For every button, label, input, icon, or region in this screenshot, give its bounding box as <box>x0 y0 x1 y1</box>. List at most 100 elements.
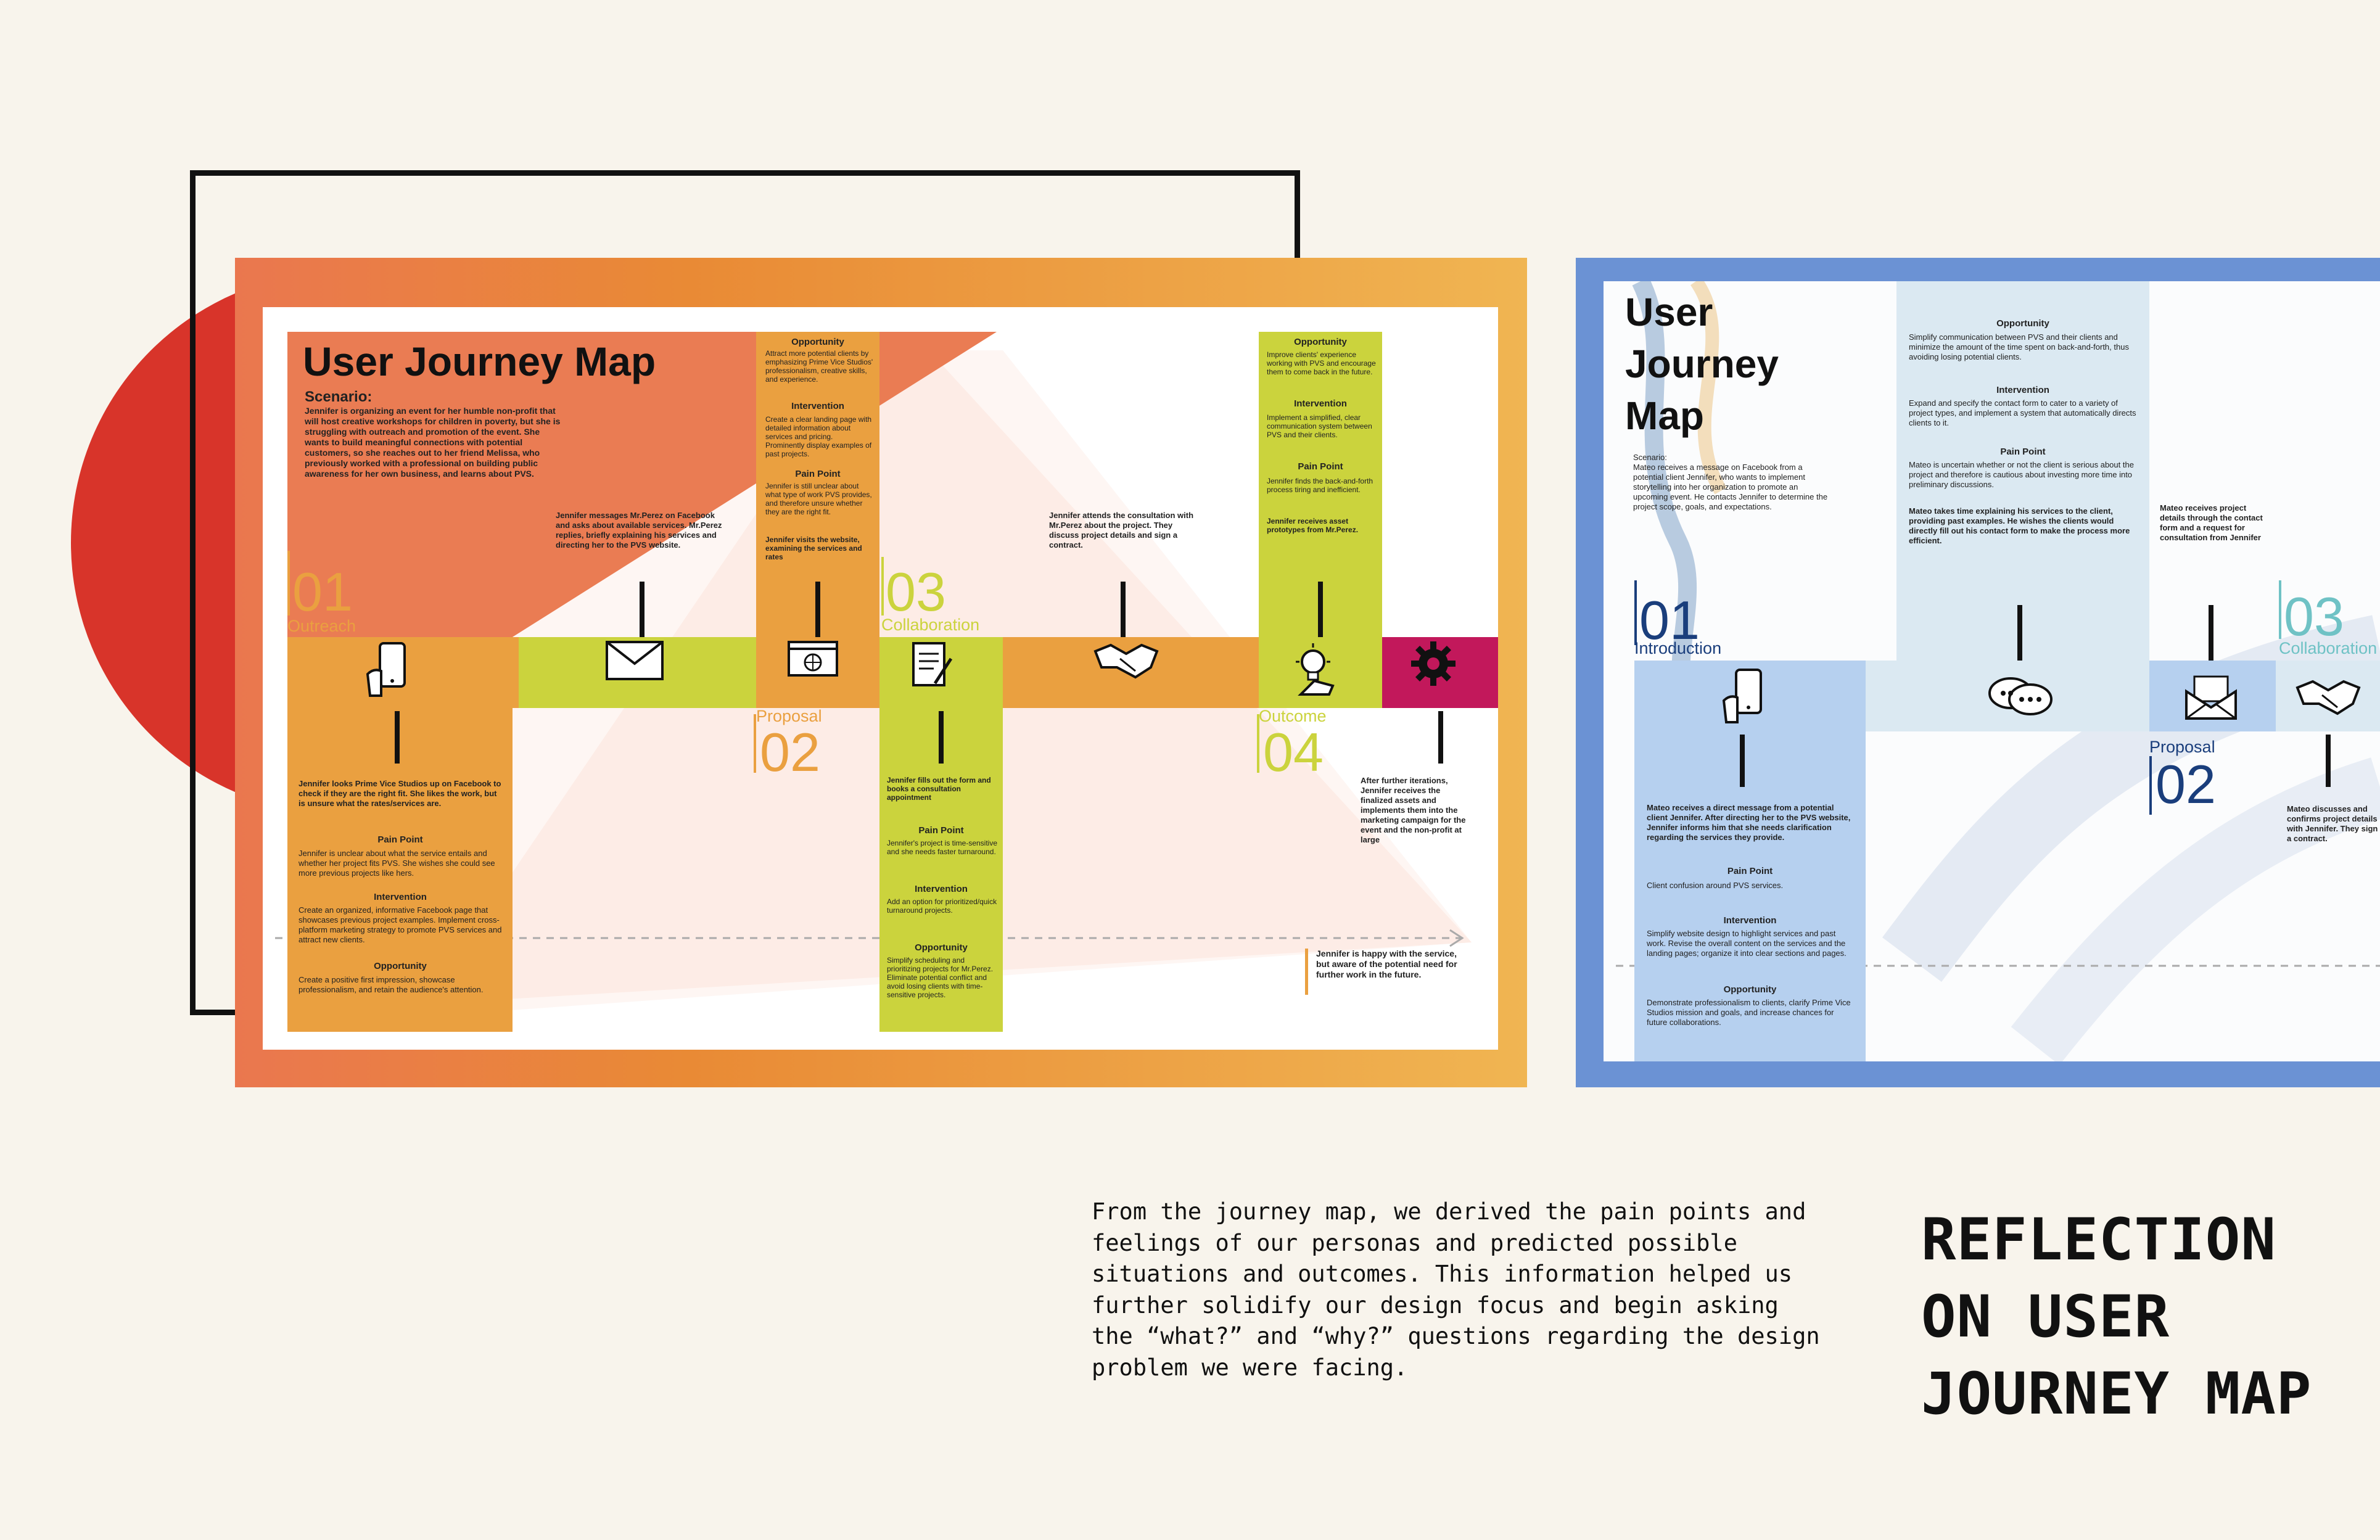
journey-map-mateo: User Journey Map Scenario: Mateo receive… <box>1576 258 2380 1087</box>
collab-intervention-title: Intervention <box>915 884 968 894</box>
messages-note: Jennifer messages Mr.Perez on Facebook a… <box>556 511 722 550</box>
stage-label-proposal: Proposal <box>2149 738 2215 756</box>
stage-label-introduction: Introduction <box>1634 639 1722 657</box>
stage-label-outcome: Outcome <box>1259 707 1327 725</box>
stage-label-proposal: Proposal <box>756 707 822 725</box>
connector-line <box>1318 582 1323 637</box>
map2-title-line3: Map <box>1625 393 1704 438</box>
final-note-bar <box>1305 949 1308 995</box>
reflection-heading: REFLECTION ON USER JOURNEY MAP <box>1921 1201 2378 1433</box>
request-note: Mateo receives project details through t… <box>2160 503 2263 542</box>
final-note: Jennifer is happy with the service, but … <box>1316 949 1457 979</box>
card-outreach-bg <box>287 708 513 1032</box>
brush-stroke <box>1690 281 1727 495</box>
stage-number-04: 04 <box>1263 722 1324 783</box>
map2-title-line2: Journey <box>1625 342 1779 386</box>
connector-line <box>939 711 944 764</box>
scenario-label: Scenario: <box>305 389 373 405</box>
proposal-intervention: Expand and specify the contact form to c… <box>1909 398 2136 427</box>
website-intervention: Create a clear landing page with detaile… <box>765 415 872 458</box>
intro-intervention: Simplify website design to highlight ser… <box>1647 929 1847 958</box>
gear-icon <box>1410 640 1478 705</box>
scenario-text: Mateo receives a message on Facebook fro… <box>1633 463 1828 511</box>
outreach-intervention-title: Intervention <box>374 892 427 902</box>
website-opportunity-title: Opportunity <box>791 337 844 347</box>
journey-map-jennifer: User Journey Map Scenario: Jennifer is o… <box>235 258 1527 1087</box>
intro-pain: Client confusion around PVS services. <box>1647 881 1784 890</box>
stage-label-collaboration: Collaboration <box>881 616 980 634</box>
card-introduction-bg <box>1634 661 1866 1061</box>
connector-line <box>395 711 400 764</box>
handshake-icon <box>2288 664 2368 728</box>
reflection-body: From the journey map, we derived the pai… <box>1092 1198 1820 1381</box>
website-pain-title: Pain Point <box>795 469 841 479</box>
proposal-opportunity: Simplify communication between PVS and t… <box>1909 332 2129 361</box>
envelope-open-icon <box>2177 664 2245 728</box>
stage-04-bar <box>1257 714 1259 773</box>
map2-title-line1: User <box>1625 290 1713 334</box>
website-opportunity: Attract more potential clients by emphas… <box>765 349 873 384</box>
proposal-explain: Mateo takes time explaining his services… <box>1909 506 2130 545</box>
reflection-heading-line3: JOURNEY MAP <box>1921 1361 2312 1428</box>
outcome-intervention: Implement a simplified, clear communicat… <box>1267 413 1372 439</box>
card-outcome-bg <box>1259 332 1382 708</box>
stage-number-03: 03 <box>2284 586 2344 647</box>
stage-number-03: 03 <box>886 561 946 622</box>
stage-number-02: 02 <box>760 722 820 783</box>
connector-line <box>2209 605 2213 661</box>
contract-note: Mateo discusses and confirms project det… <box>2287 804 2378 843</box>
outcome-pain-title: Pain Point <box>1298 461 1343 472</box>
outreach-pain: Jennifer is unclear about what the servi… <box>299 849 495 878</box>
map1-title: User Journey Map <box>303 339 656 384</box>
stage-label-outreach: Outreach <box>287 617 356 635</box>
collab-intervention: Add an option for prioritized/quick turn… <box>887 897 997 915</box>
collab-pain-title: Pain Point <box>918 825 964 836</box>
iteration-note: After further iterations, Jennifer recei… <box>1361 776 1466 844</box>
outcome-intervention-title: Intervention <box>1294 398 1347 409</box>
outreach-opportunity: Create a positive first impression, show… <box>299 975 484 994</box>
proposal-pain-title: Pain Point <box>2000 447 2046 457</box>
outcome-pain: Jennifer finds the back-and-forth proces… <box>1267 477 1373 494</box>
stage-number-02: 02 <box>2156 754 2216 815</box>
reflection-heading-line2: ON USER <box>1921 1283 2170 1351</box>
stage-02-bar <box>754 714 756 773</box>
form-icon <box>910 640 972 705</box>
outreach-opportunity-title: Opportunity <box>374 961 427 971</box>
collab-intro: Jennifer fills out the form and books a … <box>887 776 991 802</box>
website-visit: Jennifer visits the website, examining t… <box>765 535 862 561</box>
connector-line <box>2017 605 2022 661</box>
stage-01-bar <box>287 551 290 616</box>
website-icon <box>787 640 849 705</box>
smartphone-icon <box>361 640 435 705</box>
stage-number-01: 01 <box>292 561 353 622</box>
stage-03-bar <box>2279 580 2281 639</box>
stage-01-bar <box>1634 580 1637 645</box>
consultation-note: Jennifer attends the consultation with M… <box>1049 511 1194 550</box>
stage-02-bar <box>2149 756 2152 815</box>
intro-opportunity-title: Opportunity <box>1723 984 1777 995</box>
stage-label-collaboration: Collaboration <box>2279 639 2378 657</box>
proposal-pain: Mateo is uncertain whether or not the cl… <box>1909 460 2134 489</box>
journey-map-background-shapes <box>1616 281 2380 1061</box>
intro-intervention-title: Intervention <box>1723 915 1777 926</box>
card-proposal-bg <box>1896 281 2149 661</box>
reflection-heading-line1: REFLECTION <box>1921 1206 2276 1274</box>
journey-map-canvas: User Journey Map Scenario: Jennifer is o… <box>263 307 1498 1050</box>
stage-number-01: 01 <box>1639 590 1700 651</box>
collab-opportunity-title: Opportunity <box>915 942 968 953</box>
collab-pain: Jennifer's project is time-sensitive and… <box>887 839 998 856</box>
intro-text: Mateo receives a direct message from a p… <box>1647 803 1851 842</box>
connector-line <box>815 582 820 637</box>
stage-03-bar <box>881 557 884 616</box>
outcome-opportunity-title: Opportunity <box>1294 337 1347 347</box>
outcome-opportunity: Improve clients' experience working with… <box>1267 350 1376 376</box>
outreach-intro: Jennifer looks Prime Vice Studios up on … <box>299 779 501 808</box>
website-intervention-title: Intervention <box>791 401 844 411</box>
outreach-pain-title: Pain Point <box>377 834 423 845</box>
scenario-label: Scenario: <box>1633 453 1667 462</box>
chat-icon <box>1980 664 2060 728</box>
intro-opportunity: Demonstrate professionalism to clients, … <box>1647 998 1851 1027</box>
connector-line <box>640 582 644 637</box>
connector-line <box>1740 735 1745 787</box>
outcome-receive: Jennifer receives asset prototypes from … <box>1267 517 1359 534</box>
